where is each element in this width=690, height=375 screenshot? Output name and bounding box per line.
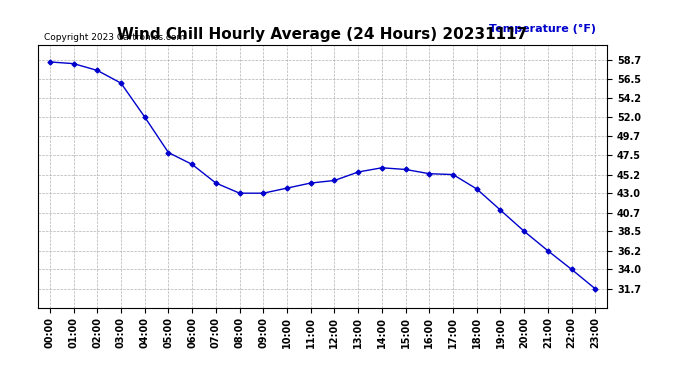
Title: Wind Chill Hourly Average (24 Hours) 20231117: Wind Chill Hourly Average (24 Hours) 202… bbox=[117, 27, 528, 42]
Text: Copyright 2023 Cartronics.com: Copyright 2023 Cartronics.com bbox=[43, 33, 185, 42]
Text: Temperature (°F): Temperature (°F) bbox=[489, 24, 596, 34]
